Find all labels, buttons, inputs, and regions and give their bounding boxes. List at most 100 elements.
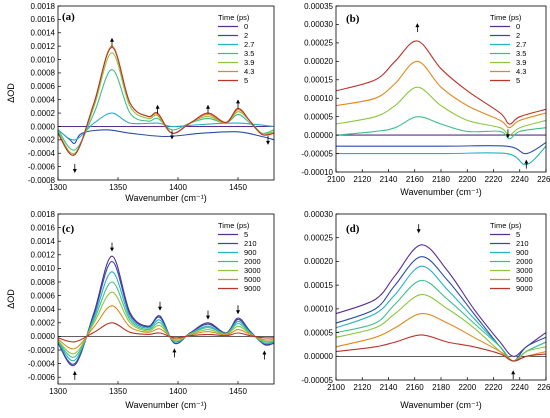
y-tick-label: 0.0016 [31,15,56,24]
chart-panel-4: -0.00005 0.00000 0.00005 0.00010 0.00015 0.00… [301,210,550,410]
series-line-5 [336,40,546,125]
arrow-down-icon [206,315,210,320]
plot-frame [335,213,547,381]
y-tick-label: -0.0004 [28,149,56,158]
x-tick-label: 2260 [537,175,550,184]
y-tick-label: -0.00005 [301,376,333,385]
y-tick-label: -0.0008 [28,176,56,185]
plot-frame [57,5,275,181]
x-tick-label: 2240 [511,175,529,184]
y-tick-label: 0.0004 [31,95,56,104]
arrow-up-icon [236,99,240,104]
y-tick-label: 0.00010 [304,94,333,103]
y-tick-label: -0.0006 [28,373,56,382]
arrow-down-icon [72,168,77,173]
arrow-down-icon [505,134,510,139]
series-line-5 [58,255,274,367]
x-tick-label: 1300 [49,183,67,192]
series-line-3.5 [336,116,546,140]
y-tick-label: 0.0008 [31,278,56,287]
series-line-210 [336,256,546,362]
y-tick-label: 0.00005 [304,112,333,121]
arrow-down-icon [266,140,270,145]
series-line-4.3 [58,45,274,156]
y-tick-label: 0.00020 [304,57,333,66]
x-tick-label: 2200 [458,383,476,392]
arrow-down-icon [170,135,174,140]
y-tick-label: 0.0000 [31,332,56,341]
y-tick-label: 0.0008 [31,69,56,78]
y-axis-label: ΔOD [6,289,16,309]
chart-panel-2: -0.00010 -0.00005 0.00000 0.00005 0.00010 0.0… [301,2,550,197]
legend-entry-900: 900 [244,248,257,257]
arrow-up-icon [262,350,267,355]
legend-entry-2.7: 2.7 [516,40,526,49]
series-line-3000 [336,294,546,362]
y-tick-label: 0.00030 [304,210,333,219]
chart-panel-3: -0.0006 -0.0004 -0.0002 0.0000 0.0002 0.0004 0… [6,210,275,410]
legend-entry-210: 210 [244,239,257,248]
x-tick-label: 2120 [353,383,371,392]
legend-entry-2.7: 2.7 [244,40,254,49]
arrow-up-icon [110,37,114,42]
legend-entry-5: 5 [244,76,248,85]
y-tick-label: -0.00010 [301,168,333,177]
x-tick-label: 2140 [380,383,398,392]
x-tick-label: 1350 [109,183,127,192]
y-tick-label: -0.0002 [28,136,56,145]
chart-panel-1: -0.0008 -0.0006 -0.0004 -0.0002 0.0000 0.0002… [6,2,275,203]
legend-title: Time (ps) [490,221,522,230]
arrow-up-icon [206,104,210,109]
y-tick-label: 0.00015 [304,76,333,85]
y-tick-label: 0.0012 [31,251,56,260]
x-tick-label: 2260 [537,383,550,392]
y-tick-label: 0.00025 [304,39,333,48]
legend-title: Time (ps) [490,13,522,22]
arrow-up-icon [155,104,160,109]
legend-title: Time (ps) [218,221,250,230]
legend-entry-5: 5 [516,230,520,239]
y-tick-label: 0.00020 [304,257,333,266]
legend-entry-5: 5 [244,230,248,239]
x-tick-label: 1350 [109,387,127,396]
legend-entry-4.3: 4.3 [516,67,526,76]
x-tick-label: 2100 [327,175,345,184]
y-tick-label: -0.0004 [28,359,56,368]
y-tick-label: 0.0002 [31,319,56,328]
series-line-3.9 [336,86,546,136]
x-axis-label: Wavenumber (cm⁻¹) [125,400,206,410]
arrow-up-icon [172,348,177,353]
x-tick-label: 2200 [458,175,476,184]
legend-entry-900: 900 [516,248,529,257]
arrow-up-icon [524,159,529,164]
y-axis-label: ΔOD [6,83,16,103]
x-tick-label: 1450 [229,183,247,192]
y-tick-label: 0.00030 [304,20,333,29]
y-tick-label: 0.0016 [31,223,56,232]
x-tick-label: 1400 [169,183,187,192]
series-line-5000 [336,313,546,362]
y-tick-label: 0.0010 [31,55,56,64]
series-line-9000 [336,334,546,362]
legend-entry-5: 5 [516,76,520,85]
series-line-2.7 [336,145,546,166]
y-tick-label: 0.0004 [31,305,56,314]
y-tick-label: 0.00035 [304,2,333,11]
legend-entry-3.5: 3.5 [516,49,526,58]
legend-entry-9000: 9000 [244,284,261,293]
y-tick-label: 0.0018 [31,210,56,219]
y-tick-label: 0.0006 [31,291,56,300]
y-tick-label: 0.0006 [31,82,56,91]
legend-entry-0: 0 [244,22,248,31]
legend-entry-3000: 3000 [244,266,261,275]
y-tick-label: -0.0006 [28,162,56,171]
y-tick-label: 0.0010 [31,264,56,273]
legend-title: Time (ps) [218,13,250,22]
x-tick-label: 2160 [406,383,424,392]
x-tick-label: 2100 [327,383,345,392]
panel-label: (d) [346,223,360,235]
plot-frame [57,213,275,385]
x-tick-label: 2140 [380,175,398,184]
series-line-5 [58,46,274,156]
